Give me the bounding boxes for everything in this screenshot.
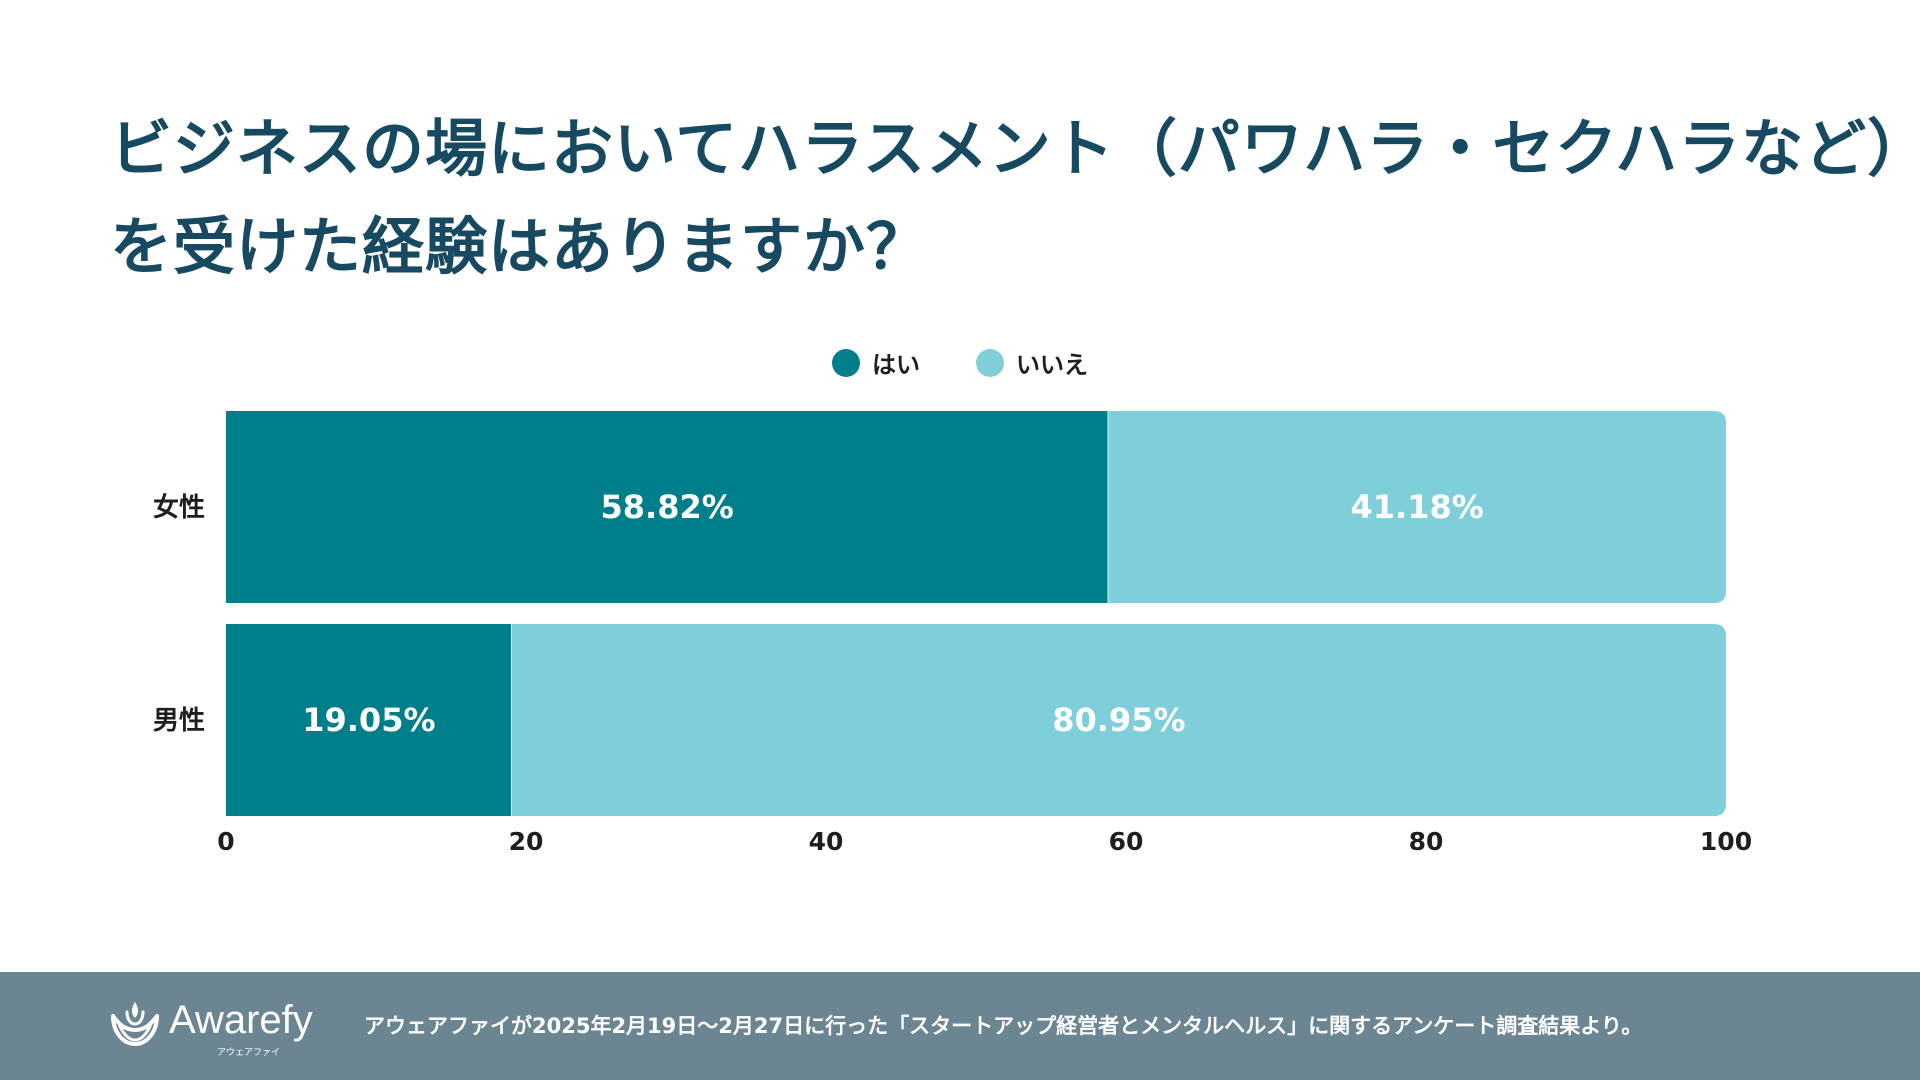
x-tick-label: 0 bbox=[217, 827, 234, 856]
category-label: 男性 bbox=[153, 706, 205, 736]
legend-dot-yes-icon bbox=[832, 348, 860, 377]
bar-segment bbox=[226, 411, 1109, 603]
legend-label-no: いいえ bbox=[1016, 351, 1088, 379]
stacked-bar-chart: 女性 58.82% 41.18% 男性 19.05% 80.95% 0 20 40 60 80 100 bbox=[153, 411, 1752, 856]
legend-item-no: いいえ bbox=[976, 345, 1088, 380]
legend-dot-no-icon bbox=[976, 348, 1004, 377]
brand-logo: Awarefy アウェアファイ bbox=[105, 994, 325, 1058]
data-label: 80.95% bbox=[1052, 701, 1185, 739]
page-title: ビジネスの場においてハラスメント（パワハラ・セクハラなど） を受けた経験はありま… bbox=[110, 100, 1920, 296]
source-note: アウェアファイが2025年2月19日〜2月27日に行った「スタートアップ経営者と… bbox=[364, 1014, 1643, 1038]
bar-segment bbox=[226, 624, 512, 816]
title-line-2: を受けた経験はありますか？ bbox=[110, 210, 930, 283]
x-tick-label: 80 bbox=[1409, 827, 1444, 856]
title-line-1: ビジネスの場においてハラスメント（パワハラ・セクハラなど） bbox=[110, 112, 1920, 185]
data-label: 58.82% bbox=[601, 488, 734, 526]
awarefy-logo-icon bbox=[111, 1002, 159, 1046]
x-tick-label: 60 bbox=[1109, 827, 1144, 856]
x-tick-label: 100 bbox=[1700, 827, 1752, 856]
chart-legend: はい いいえ bbox=[0, 345, 1920, 380]
category-label: 女性 bbox=[153, 492, 205, 523]
bar-segment bbox=[1108, 411, 1726, 603]
data-label: 41.18% bbox=[1351, 488, 1484, 526]
brand-name: Awarefy bbox=[169, 998, 313, 1042]
brand-sub: アウェアファイ bbox=[217, 1048, 281, 1058]
legend-label-yes: はい bbox=[872, 351, 920, 379]
legend-item-yes: はい bbox=[832, 345, 920, 380]
data-label: 19.05% bbox=[302, 701, 435, 739]
footer: Awarefy アウェアファイ アウェアファイが2025年2月19日〜2月27日… bbox=[0, 972, 1920, 1080]
x-tick-label: 40 bbox=[809, 827, 844, 856]
bar-segment bbox=[511, 624, 1726, 816]
x-tick-label: 20 bbox=[509, 827, 544, 856]
